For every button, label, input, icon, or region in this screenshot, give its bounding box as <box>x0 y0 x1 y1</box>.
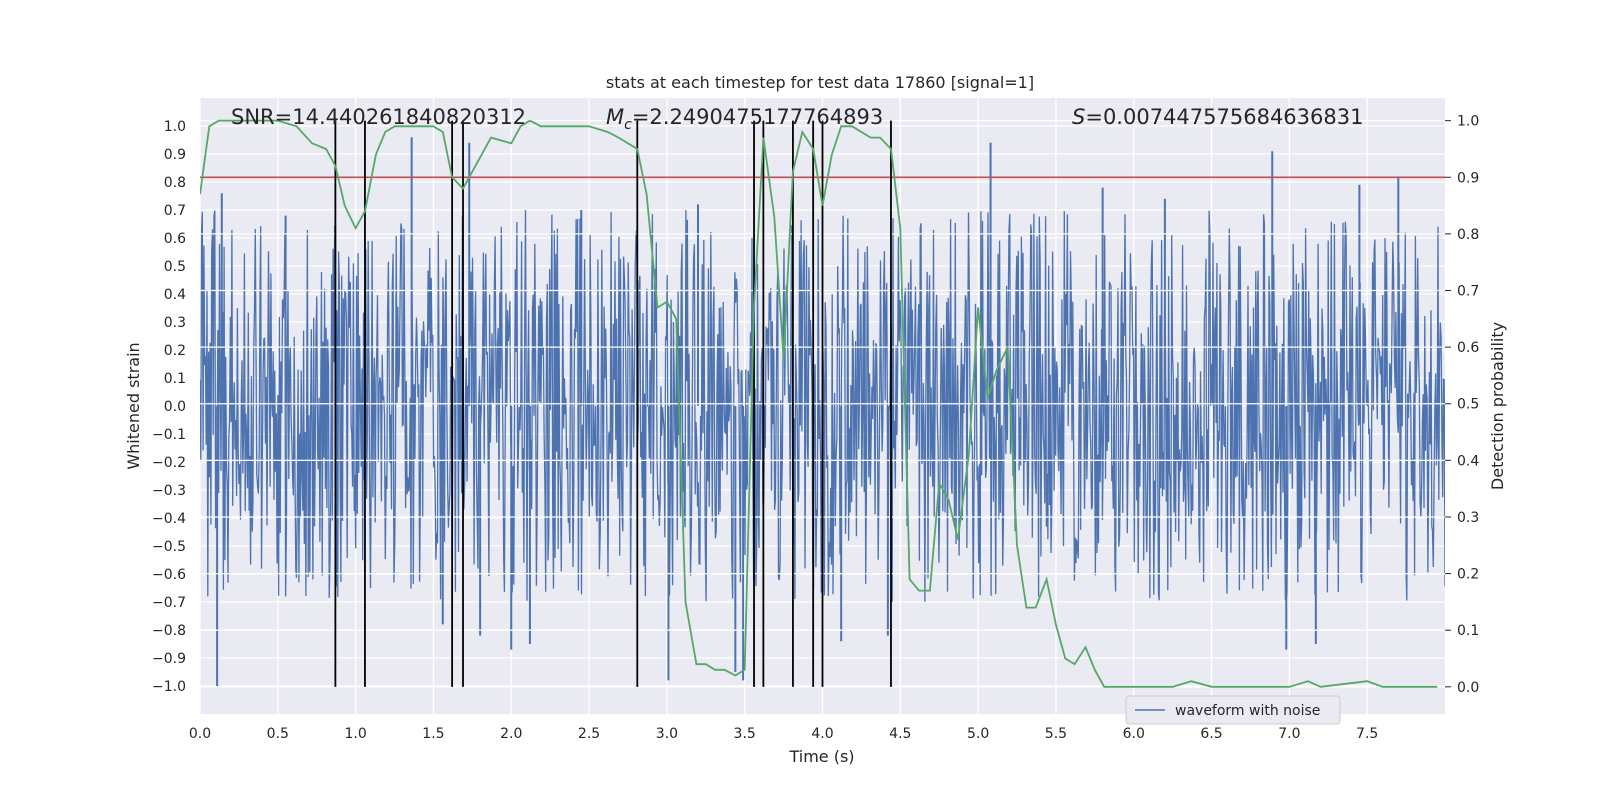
x-tick-label: 0.0 <box>189 726 211 742</box>
x-tick-label: 7.5 <box>1356 726 1378 742</box>
x-tick-label: 7.0 <box>1278 726 1300 742</box>
y-tick-label: 0.9 <box>164 147 186 163</box>
right-tick-label: 0.1 <box>1457 623 1479 639</box>
y-tick-label: 0.0 <box>164 399 186 415</box>
chirp-mass-subscript: c <box>624 117 632 133</box>
s-symbol: S <box>1072 105 1085 129</box>
waveform-spikes <box>216 137 1400 686</box>
legend-label: waveform with noise <box>1175 703 1320 719</box>
x-tick-label: 0.5 <box>267 726 289 742</box>
right-tick-label: 0.8 <box>1457 227 1479 243</box>
y-tick-label: −0.8 <box>152 623 186 639</box>
right-tick-label: 0.0 <box>1457 680 1479 696</box>
right-tick-label: 0.4 <box>1457 453 1479 469</box>
x-tick-label: 5.0 <box>967 726 989 742</box>
y-tick-label: 0.4 <box>164 287 186 303</box>
s-annotation: S=0.007447575684636831 <box>1072 105 1363 129</box>
right-tick-label: 0.9 <box>1457 170 1479 186</box>
x-tick-label: 2.5 <box>578 726 600 742</box>
right-tick-label: 0.2 <box>1457 567 1479 583</box>
y-tick-label: −0.7 <box>152 595 186 611</box>
plot-content <box>200 119 1445 688</box>
chirp-mass-annotation: Mc=2.2490475177764893 <box>606 105 883 133</box>
snr-annotation: SNR=14.440261840820312 <box>231 105 526 129</box>
y-tick-label: 0.3 <box>164 315 186 331</box>
x-tick-label: 4.0 <box>811 726 833 742</box>
right-tick-label: 1.0 <box>1457 114 1479 130</box>
right-tick-label: 0.3 <box>1457 510 1479 526</box>
y-axis-label: Whitened strain <box>124 342 143 469</box>
x-axis-label: Time (s) <box>788 747 854 766</box>
y-tick-label: 0.2 <box>164 343 186 359</box>
detection-probability-line <box>200 119 1438 688</box>
x-tick-label: 4.5 <box>889 726 911 742</box>
right-tick-label: 0.7 <box>1457 284 1479 300</box>
y-tick-label: −0.5 <box>152 539 186 555</box>
x-tick-label: 3.5 <box>734 726 756 742</box>
right-y-axis-label: Detection probability <box>1488 322 1507 490</box>
right-tick-label: 0.5 <box>1457 397 1479 413</box>
y-tick-label: −0.3 <box>152 483 186 499</box>
x-tick-label: 6.0 <box>1123 726 1145 742</box>
legend: waveform with noise <box>1125 695 1341 725</box>
y-tick-label: 0.7 <box>164 203 186 219</box>
s-value: =0.007447575684636831 <box>1085 105 1363 129</box>
right-axis-ticks: 1.0 0.9 0.8 0.7 0.6 0.5 0.4 0.3 0.2 0.1 0.0 <box>1445 114 1479 696</box>
chart-title: stats at each timestep for test data 178… <box>606 73 1034 92</box>
event-markers <box>334 120 892 687</box>
x-tick-label: 1.5 <box>422 726 444 742</box>
x-axis-ticks: 0.0 0.5 1.0 1.5 2.0 2.5 3.0 3.5 4.0 4.5 5.0 5.5 6.0 6… <box>189 726 1378 742</box>
y-tick-label: −0.1 <box>152 427 186 443</box>
x-tick-label: 2.0 <box>500 726 522 742</box>
x-tick-label: 3.0 <box>656 726 678 742</box>
y-tick-label: −0.9 <box>152 651 186 667</box>
chirp-mass-symbol: M <box>606 105 624 129</box>
x-tick-label: 5.5 <box>1045 726 1067 742</box>
y-tick-label: 1.0 <box>164 119 186 135</box>
y-tick-label: −0.2 <box>152 455 186 471</box>
x-tick-label: 6.5 <box>1200 726 1222 742</box>
y-tick-label: −0.4 <box>152 511 186 527</box>
chirp-mass-value: =2.2490475177764893 <box>632 105 883 129</box>
y-axis-ticks: 1.0 0.9 0.8 0.7 0.6 0.5 0.4 0.3 0.2 0.1 0.0 −0.1 −0.… <box>152 119 186 695</box>
y-tick-label: −1.0 <box>152 679 186 695</box>
right-tick-label: 0.6 <box>1457 340 1479 356</box>
x-tick-label: 1.0 <box>344 726 366 742</box>
y-tick-label: 0.5 <box>164 259 186 275</box>
y-tick-label: 0.8 <box>164 175 186 191</box>
y-tick-label: −0.6 <box>152 567 186 583</box>
y-tick-label: 0.6 <box>164 231 186 247</box>
legend-box <box>1125 695 1341 725</box>
y-tick-label: 0.1 <box>164 371 186 387</box>
